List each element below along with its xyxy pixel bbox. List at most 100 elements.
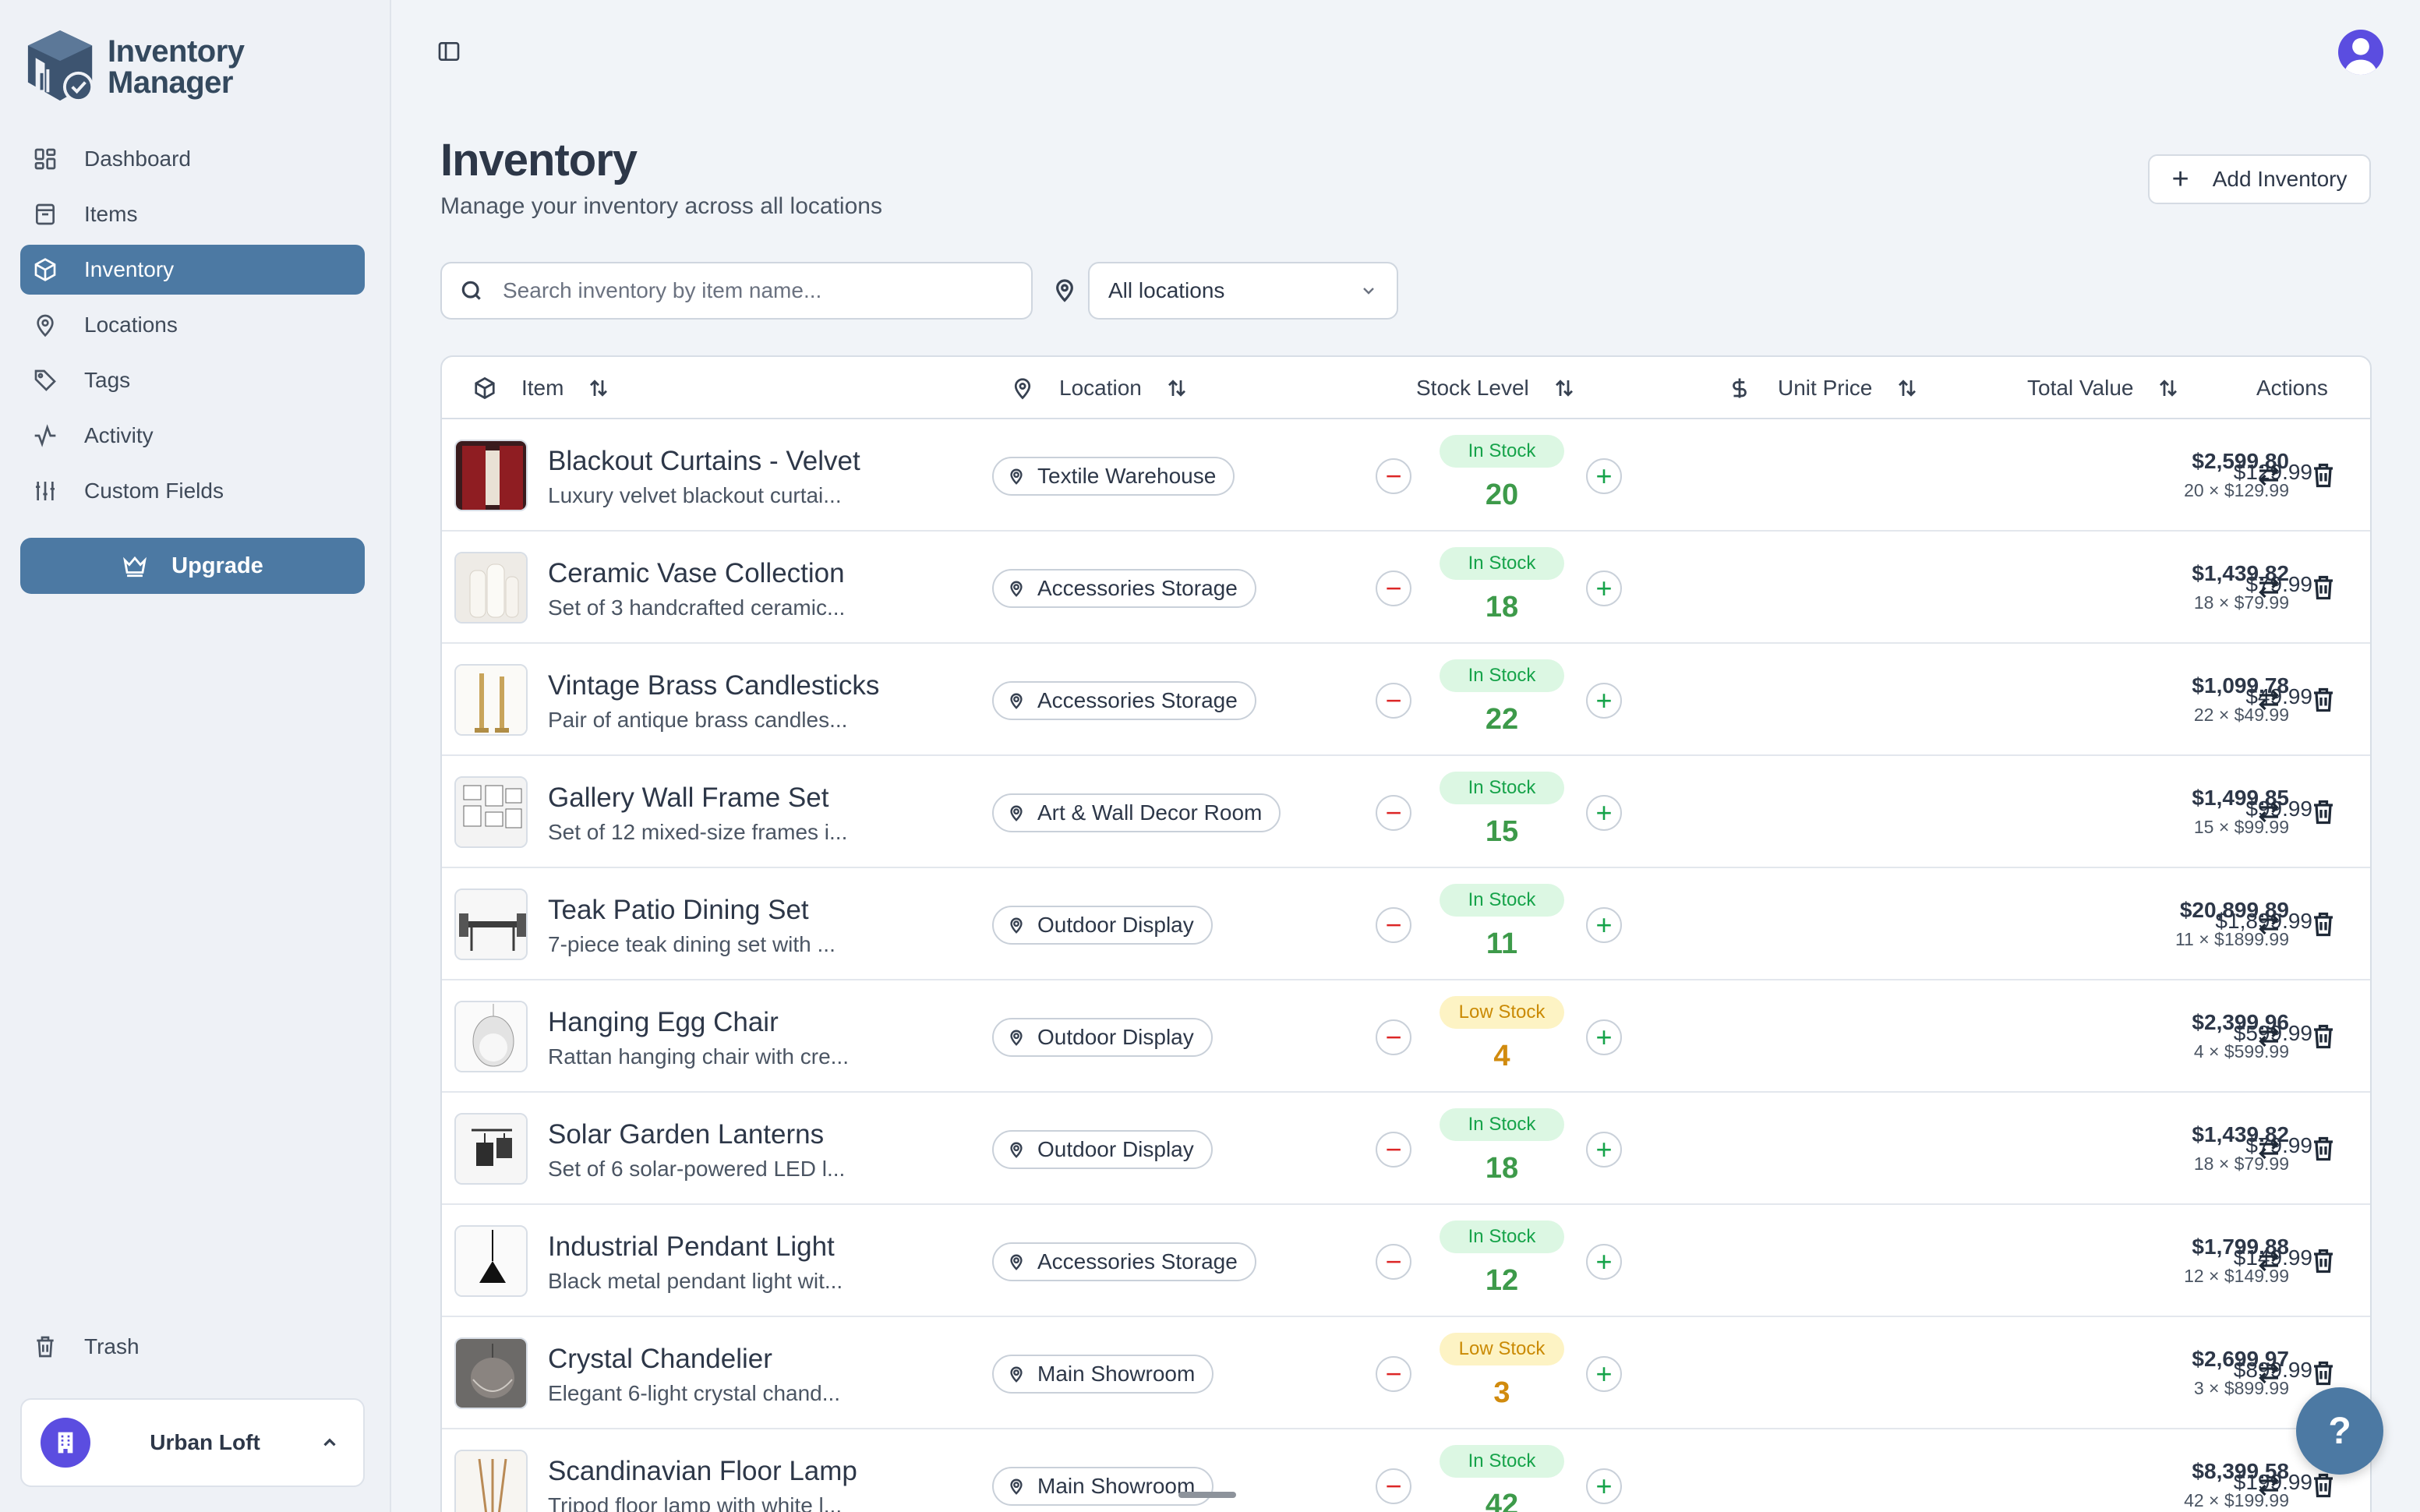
delete-button[interactable] bbox=[2309, 1471, 2337, 1500]
delete-button[interactable] bbox=[2309, 1247, 2337, 1275]
delete-button[interactable] bbox=[2309, 461, 2337, 489]
decrease-stock-button[interactable]: − bbox=[1376, 795, 1411, 831]
horizontal-scrollbar[interactable] bbox=[1178, 1492, 1236, 1498]
item-thumbnail[interactable] bbox=[454, 776, 528, 848]
item-name[interactable]: Solar Garden Lanterns bbox=[548, 1119, 825, 1150]
item-name[interactable]: Scandinavian Floor Lamp bbox=[548, 1456, 857, 1486]
increase-stock-button[interactable]: + bbox=[1586, 795, 1622, 831]
decrease-stock-button[interactable]: − bbox=[1376, 1356, 1411, 1392]
user-avatar[interactable] bbox=[2338, 30, 2383, 75]
transfer-button[interactable] bbox=[2255, 1023, 2283, 1051]
delete-button[interactable] bbox=[2309, 686, 2337, 714]
increase-stock-button[interactable]: + bbox=[1586, 458, 1622, 494]
increase-stock-button[interactable]: + bbox=[1586, 907, 1622, 943]
location-chip[interactable]: Art & Wall Decor Room bbox=[992, 793, 1281, 832]
delete-button[interactable] bbox=[2309, 574, 2337, 602]
transfer-button[interactable] bbox=[2255, 1135, 2283, 1163]
sidebar-item-activity[interactable]: Activity bbox=[20, 411, 365, 461]
table-row[interactable]: Blackout Curtains - Velvet Luxury velvet… bbox=[442, 419, 2370, 532]
decrease-stock-button[interactable]: − bbox=[1376, 907, 1411, 943]
item-thumbnail[interactable] bbox=[454, 552, 528, 624]
column-stock-level[interactable]: Stock Level bbox=[1416, 357, 1576, 419]
decrease-stock-button[interactable]: − bbox=[1376, 683, 1411, 719]
location-chip[interactable]: Main Showroom bbox=[992, 1355, 1214, 1394]
item-thumbnail[interactable] bbox=[454, 1001, 528, 1072]
location-chip[interactable]: Outdoor Display bbox=[992, 906, 1213, 945]
sort-icon[interactable] bbox=[1553, 376, 1576, 400]
sort-icon[interactable] bbox=[2157, 376, 2180, 400]
increase-stock-button[interactable]: + bbox=[1586, 1244, 1622, 1280]
location-chip[interactable]: Accessories Storage bbox=[992, 681, 1256, 720]
item-thumbnail[interactable] bbox=[454, 440, 528, 511]
sort-icon[interactable] bbox=[1165, 376, 1189, 400]
sort-icon[interactable] bbox=[1895, 376, 1919, 400]
item-thumbnail[interactable] bbox=[454, 1225, 528, 1297]
sidebar-toggle-icon[interactable] bbox=[436, 39, 461, 64]
item-name[interactable]: Blackout Curtains - Velvet bbox=[548, 446, 860, 476]
sidebar-item-dashboard[interactable]: Dashboard bbox=[20, 134, 365, 184]
delete-button[interactable] bbox=[2309, 798, 2337, 826]
sidebar-item-items[interactable]: Items bbox=[20, 189, 365, 239]
increase-stock-button[interactable]: + bbox=[1586, 571, 1622, 606]
transfer-button[interactable] bbox=[2255, 574, 2283, 602]
item-thumbnail[interactable] bbox=[454, 1337, 528, 1409]
item-name[interactable]: Teak Patio Dining Set bbox=[548, 895, 809, 925]
decrease-stock-button[interactable]: − bbox=[1376, 458, 1411, 494]
decrease-stock-button[interactable]: − bbox=[1376, 571, 1411, 606]
column-item[interactable]: Item bbox=[473, 357, 610, 419]
delete-button[interactable] bbox=[2309, 1359, 2337, 1387]
item-name[interactable]: Gallery Wall Frame Set bbox=[548, 782, 829, 813]
item-thumbnail[interactable] bbox=[454, 1450, 528, 1512]
table-row[interactable]: Crystal Chandelier Elegant 6-light cryst… bbox=[442, 1317, 2370, 1429]
delete-button[interactable] bbox=[2309, 910, 2337, 938]
item-name[interactable]: Crystal Chandelier bbox=[548, 1344, 772, 1374]
sidebar-item-tags[interactable]: Tags bbox=[20, 355, 365, 405]
transfer-button[interactable] bbox=[2255, 461, 2283, 489]
item-thumbnail[interactable] bbox=[454, 888, 528, 960]
sort-icon[interactable] bbox=[587, 376, 610, 400]
organization-switcher[interactable]: Urban Loft bbox=[20, 1398, 365, 1487]
item-name[interactable]: Ceramic Vase Collection bbox=[548, 558, 845, 588]
item-thumbnail[interactable] bbox=[454, 664, 528, 736]
sidebar-item-trash[interactable]: Trash bbox=[20, 1322, 365, 1372]
sidebar-item-locations[interactable]: Locations bbox=[20, 300, 365, 350]
location-chip[interactable]: Accessories Storage bbox=[992, 1242, 1256, 1281]
table-row[interactable]: Vintage Brass Candlesticks Pair of antiq… bbox=[442, 644, 2370, 756]
table-row[interactable]: Hanging Egg Chair Rattan hanging chair w… bbox=[442, 980, 2370, 1093]
item-name[interactable]: Industrial Pendant Light bbox=[548, 1231, 835, 1262]
decrease-stock-button[interactable]: − bbox=[1376, 1244, 1411, 1280]
location-chip[interactable]: Main Showroom bbox=[992, 1467, 1214, 1506]
table-row[interactable]: Solar Garden Lanterns Set of 6 solar-pow… bbox=[442, 1093, 2370, 1205]
help-button[interactable]: ? bbox=[2296, 1387, 2383, 1475]
increase-stock-button[interactable]: + bbox=[1586, 1019, 1622, 1055]
sidebar-item-custom-fields[interactable]: Custom Fields bbox=[20, 466, 365, 516]
item-thumbnail[interactable] bbox=[454, 1113, 528, 1185]
increase-stock-button[interactable]: + bbox=[1586, 683, 1622, 719]
increase-stock-button[interactable]: + bbox=[1586, 1468, 1622, 1504]
table-row[interactable]: Scandinavian Floor Lamp Tripod floor lam… bbox=[442, 1429, 2370, 1512]
table-row[interactable]: Teak Patio Dining Set 7-piece teak dinin… bbox=[442, 868, 2370, 980]
transfer-button[interactable] bbox=[2255, 798, 2283, 826]
table-row[interactable]: Ceramic Vase Collection Set of 3 handcra… bbox=[442, 532, 2370, 644]
location-chip[interactable]: Outdoor Display bbox=[992, 1130, 1213, 1169]
column-total-value[interactable]: Total Value bbox=[2027, 357, 2180, 419]
location-filter-select[interactable]: All locations bbox=[1088, 262, 1398, 320]
delete-button[interactable] bbox=[2309, 1023, 2337, 1051]
item-name[interactable]: Hanging Egg Chair bbox=[548, 1007, 779, 1037]
location-chip[interactable]: Textile Warehouse bbox=[992, 457, 1235, 496]
item-name[interactable]: Vintage Brass Candlesticks bbox=[548, 670, 880, 701]
column-unit-price[interactable]: Unit Price bbox=[1728, 357, 1919, 419]
location-chip[interactable]: Accessories Storage bbox=[992, 569, 1256, 608]
app-logo[interactable]: Inventory Manager bbox=[23, 26, 245, 108]
column-location[interactable]: Location bbox=[1011, 357, 1189, 419]
transfer-button[interactable] bbox=[2255, 686, 2283, 714]
location-chip[interactable]: Outdoor Display bbox=[992, 1018, 1213, 1057]
delete-button[interactable] bbox=[2309, 1135, 2337, 1163]
sidebar-item-inventory[interactable]: Inventory bbox=[20, 245, 365, 295]
upgrade-button[interactable]: Upgrade bbox=[20, 538, 365, 594]
add-inventory-button[interactable]: + Add Inventory bbox=[2148, 154, 2371, 204]
table-row[interactable]: Gallery Wall Frame Set Set of 12 mixed-s… bbox=[442, 756, 2370, 868]
transfer-button[interactable] bbox=[2255, 1471, 2283, 1500]
transfer-button[interactable] bbox=[2255, 1359, 2283, 1387]
transfer-button[interactable] bbox=[2255, 1247, 2283, 1275]
